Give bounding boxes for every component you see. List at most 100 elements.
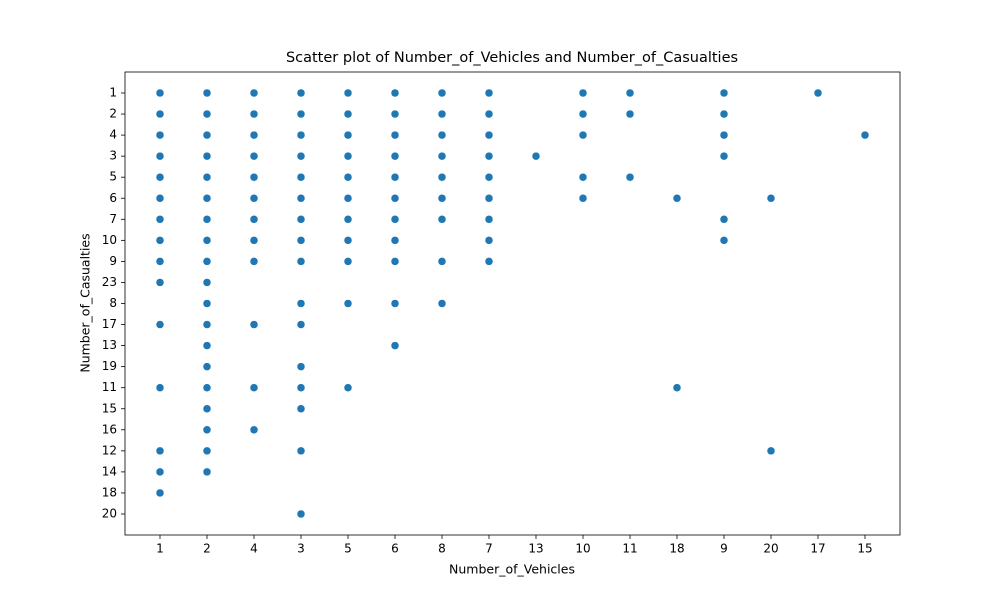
- x-tick-label: 6: [391, 542, 399, 556]
- point: [766, 194, 776, 203]
- point: [437, 151, 447, 161]
- point: [249, 130, 259, 140]
- point: [202, 362, 212, 371]
- point: [343, 215, 353, 224]
- point: [155, 109, 165, 119]
- point: [343, 172, 353, 182]
- point: [672, 194, 682, 203]
- point: [390, 299, 400, 308]
- y-tick-label: 16: [102, 422, 117, 436]
- point: [202, 446, 212, 456]
- point: [625, 172, 635, 182]
- point: [484, 88, 494, 98]
- y-tick-label: 11: [102, 380, 117, 394]
- point: [296, 215, 306, 224]
- point: [343, 299, 353, 308]
- point: [390, 109, 400, 119]
- point: [343, 257, 353, 266]
- point: [484, 257, 494, 266]
- point: [343, 88, 353, 98]
- x-tick-label: 20: [763, 542, 778, 556]
- y-tick-label: 19: [102, 359, 117, 373]
- point: [202, 425, 212, 435]
- point: [484, 151, 494, 161]
- x-tick-label: 9: [720, 542, 728, 556]
- x-tick-label: 1: [156, 542, 164, 556]
- point: [343, 109, 353, 119]
- point: [249, 425, 259, 435]
- y-tick-label: 17: [102, 317, 117, 331]
- x-axis-label: Number_of_Vehicles: [449, 562, 575, 577]
- point: [249, 236, 259, 245]
- y-tick-label: 3: [109, 149, 117, 163]
- point: [437, 130, 447, 140]
- point: [155, 172, 165, 182]
- point: [296, 299, 306, 308]
- point: [625, 109, 635, 119]
- point: [155, 130, 165, 140]
- point: [390, 257, 400, 266]
- point: [202, 194, 212, 203]
- point: [719, 215, 729, 224]
- point: [249, 151, 259, 161]
- point: [296, 130, 306, 140]
- point: [202, 341, 212, 350]
- point: [578, 194, 588, 203]
- y-tick-label: 18: [102, 485, 117, 499]
- point: [719, 109, 729, 119]
- point: [296, 236, 306, 245]
- point: [249, 215, 259, 224]
- x-tick-label: 13: [528, 542, 543, 556]
- x-tick-label: 10: [575, 542, 590, 556]
- point: [155, 257, 165, 266]
- point: [249, 109, 259, 119]
- point: [202, 130, 212, 140]
- point: [155, 278, 165, 287]
- point: [390, 151, 400, 161]
- point: [155, 88, 165, 98]
- point: [343, 236, 353, 245]
- point: [155, 215, 165, 224]
- point: [296, 320, 306, 329]
- point: [296, 109, 306, 119]
- point: [202, 236, 212, 245]
- point: [484, 236, 494, 245]
- point: [155, 488, 165, 498]
- point: [766, 446, 776, 456]
- point: [719, 236, 729, 245]
- point: [155, 467, 165, 477]
- x-tick-label: 2: [203, 542, 211, 556]
- point: [437, 194, 447, 203]
- point: [437, 172, 447, 182]
- point: [672, 383, 682, 392]
- x-tick-label: 18: [669, 542, 684, 556]
- point: [202, 215, 212, 224]
- point: [202, 278, 212, 287]
- y-tick-label: 13: [102, 338, 117, 352]
- point: [390, 172, 400, 182]
- point: [202, 467, 212, 477]
- point: [484, 130, 494, 140]
- y-tick-label: 15: [102, 401, 117, 415]
- point: [249, 194, 259, 203]
- point: [578, 172, 588, 182]
- point: [484, 194, 494, 203]
- point: [390, 194, 400, 203]
- point: [296, 194, 306, 203]
- x-tick-label: 4: [250, 542, 258, 556]
- x-tick-label: 11: [622, 542, 637, 556]
- point: [437, 88, 447, 98]
- point: [296, 172, 306, 182]
- point: [625, 88, 635, 98]
- point: [578, 130, 588, 140]
- point: [249, 257, 259, 266]
- point: [202, 109, 212, 119]
- point: [437, 299, 447, 308]
- x-tick-label: 5: [344, 542, 352, 556]
- point: [343, 130, 353, 140]
- y-tick-label: 4: [109, 128, 117, 142]
- point: [343, 383, 353, 392]
- x-tick-label: 3: [297, 542, 305, 556]
